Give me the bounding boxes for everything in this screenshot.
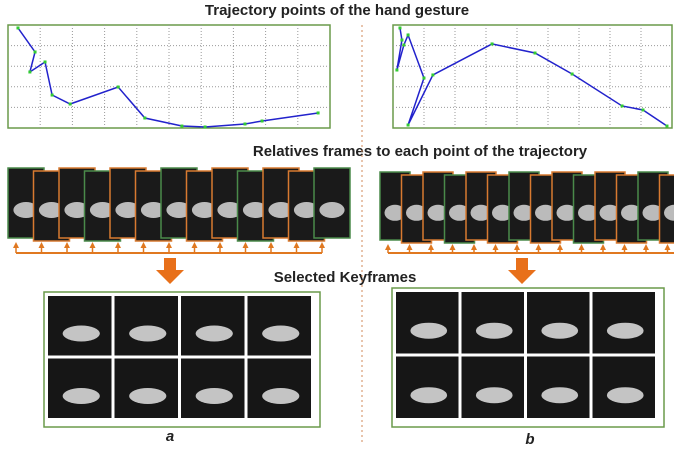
frame-arrow-head <box>319 242 325 248</box>
keyframe-hand <box>129 388 166 404</box>
frame-arrow-head <box>166 242 172 248</box>
trajectory-point <box>34 50 37 53</box>
frame-arrow-head <box>471 244 477 250</box>
frame-arrow-head <box>64 242 70 248</box>
frame-hand <box>319 202 344 218</box>
title: Trajectory points of the hand gesture <box>205 2 469 19</box>
trajectory-point <box>491 42 494 45</box>
trajectory-point <box>51 94 54 97</box>
trajectory-point <box>641 108 644 111</box>
frame-arrow-head <box>217 242 223 248</box>
keyframe-hand <box>410 387 447 403</box>
trajectory-point <box>69 103 72 106</box>
trajectory-point <box>621 104 624 107</box>
frame-arrow-head <box>514 244 520 250</box>
frame-arrow-head <box>268 242 274 248</box>
keyframe-hand <box>541 323 578 339</box>
frame-arrow-head <box>643 244 649 250</box>
frame-arrow-head <box>557 244 563 250</box>
panel-label: b <box>525 431 534 448</box>
frame-arrow-head <box>243 242 249 248</box>
keyframe-hand <box>196 326 233 342</box>
keyframe-hand <box>262 388 299 404</box>
frame-arrow-head <box>385 244 391 250</box>
frame-arrow-head <box>192 242 198 248</box>
trajectory-point <box>28 70 31 73</box>
frame-arrow-head <box>407 244 413 250</box>
trajectory-point <box>407 33 410 36</box>
frame-arrow-head <box>90 242 96 248</box>
trajectory-point <box>16 26 19 29</box>
trajectory-point <box>317 111 320 114</box>
trajectory-point <box>117 86 120 89</box>
frame-arrow-head <box>600 244 606 250</box>
trajectory-box <box>393 25 672 128</box>
frame-arrow-head <box>450 244 456 250</box>
frame-arrow-head <box>536 244 542 250</box>
frames-heading: Relatives frames to each point of the tr… <box>253 143 588 160</box>
keyframe-hand <box>476 323 513 339</box>
trajectory-point <box>571 73 574 76</box>
down-arrow <box>156 258 184 284</box>
keyframe-hand <box>607 387 644 403</box>
frame-arrow-head <box>493 244 499 250</box>
keyframe-hand <box>607 323 644 339</box>
keyframes-heading: Selected Keyframes <box>274 269 417 286</box>
keyframe-hand <box>129 326 166 342</box>
trajectory-point <box>204 125 207 128</box>
keyframe-hand <box>262 326 299 342</box>
frame-arrow-head <box>39 242 45 248</box>
trajectory-point <box>534 52 537 55</box>
trajectory-point <box>400 39 403 42</box>
keyframe-hand <box>476 387 513 403</box>
trajectory-point <box>407 124 410 127</box>
trajectory-point <box>261 119 264 122</box>
frame-arrow-head <box>665 244 671 250</box>
trajectory-point <box>243 122 246 125</box>
trajectory-point <box>398 26 401 29</box>
trajectory-point <box>431 73 434 76</box>
frame-arrow-head <box>579 244 585 250</box>
frame-arrow-head <box>622 244 628 250</box>
keyframe-hand <box>63 326 100 342</box>
frame-arrow-head <box>294 242 300 248</box>
keyframe-hand <box>63 388 100 404</box>
trajectory-point <box>143 117 146 120</box>
down-arrow <box>508 258 536 284</box>
panel-label: a <box>166 428 174 445</box>
frame-arrow-head <box>13 242 19 248</box>
keyframe-hand <box>196 388 233 404</box>
trajectory-point <box>402 43 405 46</box>
frame-arrow-head <box>428 244 434 250</box>
trajectory-point <box>180 125 183 128</box>
trajectory-point <box>395 69 398 72</box>
trajectory-point <box>422 77 425 80</box>
figure: Trajectory points of the hand gesture Re… <box>0 0 674 453</box>
frame-arrow-head <box>115 242 121 248</box>
frame-arrow-head <box>141 242 147 248</box>
trajectory-point <box>44 60 47 63</box>
keyframe-hand <box>541 387 578 403</box>
trajectory-point <box>665 125 668 128</box>
keyframe-hand <box>410 323 447 339</box>
